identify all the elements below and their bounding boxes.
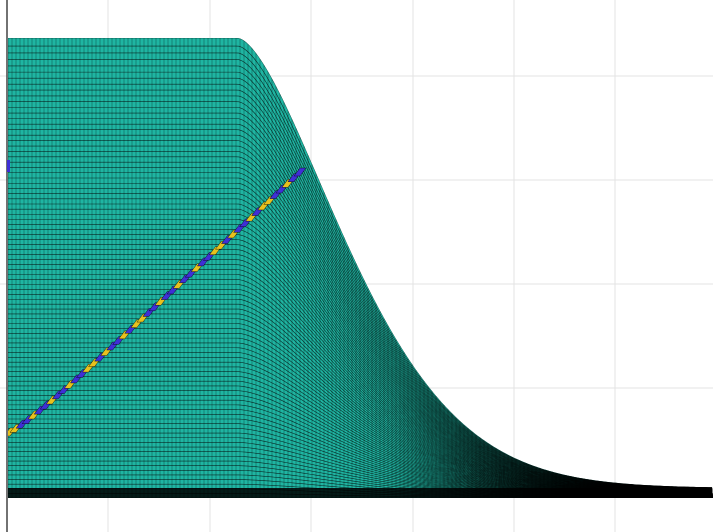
ridge-cell-48: [293, 167, 307, 177]
surface-mesh: [8, 38, 713, 498]
dense-mesh-band: [8, 488, 713, 498]
edge-mark: [7, 160, 10, 172]
